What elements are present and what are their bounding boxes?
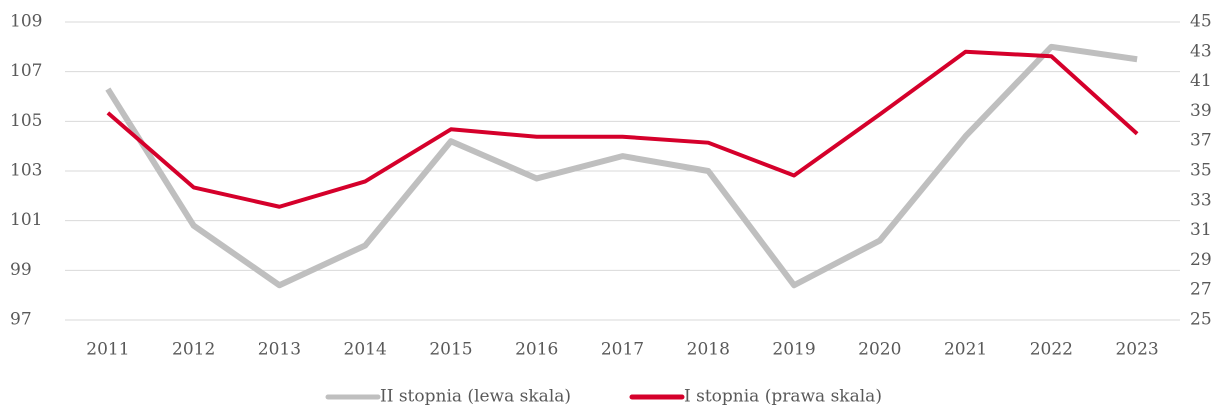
y2-tick-label: 39 [1190,101,1212,121]
line [105,43,1138,289]
y2-tick-label: 41 [1190,71,1212,91]
y2-tick-label: 45 [1190,12,1212,32]
x-tick-label: 2015 [429,340,472,360]
y-tick-label: 105 [10,111,42,131]
line [106,49,1139,209]
y-tick-label: 99 [10,260,32,280]
x-tick-label: 2018 [687,340,730,360]
x-tick-label: 2011 [86,340,129,360]
y2-tick-label: 31 [1190,220,1212,240]
y2-tick-label: 35 [1190,161,1212,181]
x-tick-label: 2013 [258,340,301,360]
y-tick-label: 97 [10,310,32,330]
x-tick-label: 2016 [515,340,558,360]
y-tick-label: 107 [10,61,42,81]
x-tick-label: 2019 [772,340,815,360]
x-tick-label: 2022 [1030,340,1073,360]
y-tick-label: 109 [10,12,42,32]
x-tick-label: 2021 [944,340,987,360]
x-tick-label: 2017 [601,340,644,360]
legend-label: I stopnia (prawa skala) [684,387,882,407]
y-tick-label: 101 [10,210,42,230]
y-tick-label: 103 [10,161,42,181]
y2-tick-label: 25 [1190,310,1212,330]
y2-tick-label: 43 [1190,41,1212,61]
y2-tick-label: 37 [1190,131,1212,151]
x-tick-label: 2012 [172,340,215,360]
y2-tick-label: 33 [1190,190,1212,210]
y2-tick-label: 29 [1190,250,1212,270]
x-tick-label: 2014 [344,340,387,360]
x-tick-label: 2023 [1115,340,1158,360]
legend-label: II stopnia (lewa skala) [380,387,571,407]
x-tick-label: 2020 [858,340,901,360]
y2-tick-label: 27 [1190,280,1212,300]
